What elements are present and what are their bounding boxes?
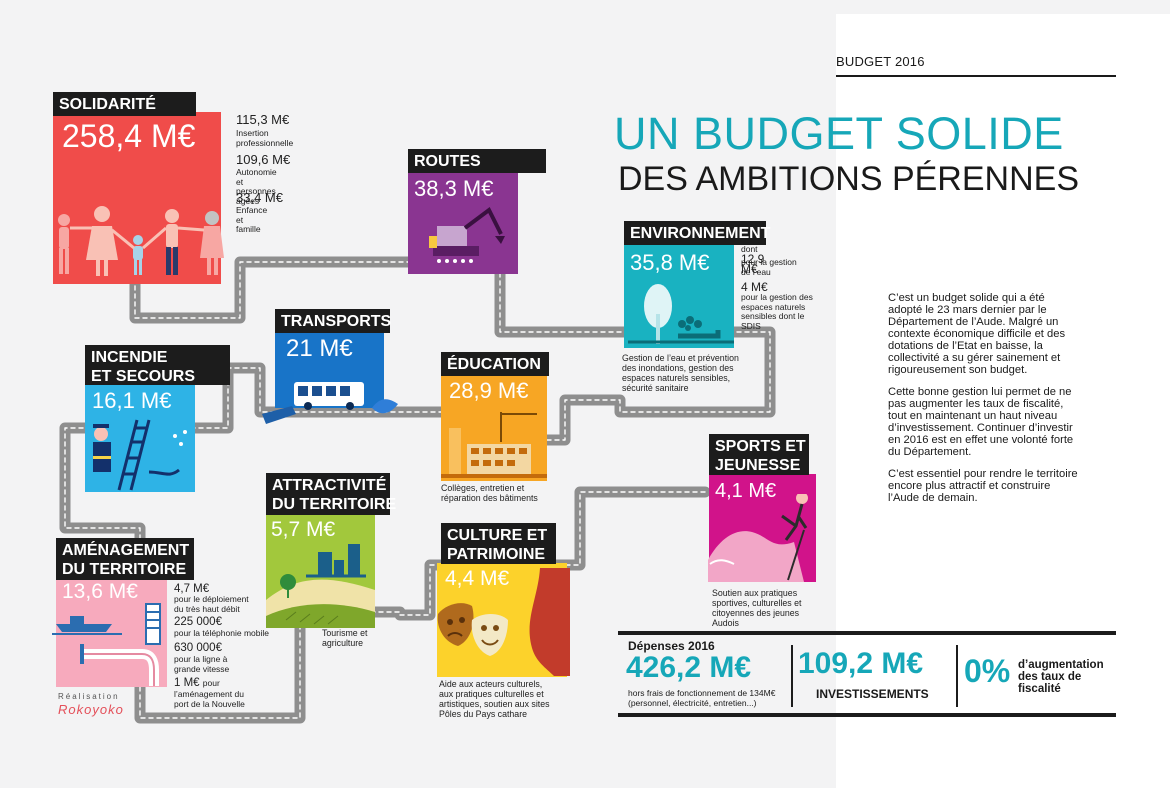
infrastructure-icon <box>52 603 161 686</box>
climber-icon <box>708 494 808 582</box>
sports-note: Soutien aux pratiques sportives, culture… <box>712 588 802 628</box>
attractivite-label: ATTRACTIVITÉ DU TERRITOIRE <box>266 473 397 515</box>
incendie-label-line1: INCENDIE <box>91 349 168 366</box>
solidarite-sub3-value: 33,4 M€ <box>236 190 283 205</box>
sports-amount: 4,1 M€ <box>715 480 777 502</box>
sports-label-line2: JEUNESSE <box>715 457 801 474</box>
bus-icon <box>262 382 398 424</box>
transports-label: TRANSPORTS <box>275 309 391 333</box>
environnement-sub2-value: 4 M€ <box>741 280 768 294</box>
sports-label: SPORTS ET JEUNESSE <box>709 434 809 475</box>
environnement-sub1-prefix: dont <box>741 244 758 254</box>
solidarite-label: SOLIDARITÉ <box>53 92 196 116</box>
incendie-amount: 16,1 M€ <box>92 388 172 413</box>
attractivite-amount: 5,7 M€ <box>271 518 336 541</box>
routes-label: ROUTES <box>408 149 546 173</box>
totals-divider-2 <box>956 645 958 707</box>
section-rule <box>836 75 1116 77</box>
firefighter-icon <box>93 419 187 491</box>
amenagement-sub4-amount: 1 M€ <box>174 677 200 689</box>
culture-label-line2: PATRIMOINE <box>447 546 546 563</box>
credit-logo: Rokoyoko <box>58 702 124 717</box>
amenagement-label-line1: AMÉNAGEMENT <box>62 542 190 559</box>
section-label: BUDGET 2016 <box>836 54 925 69</box>
credit-label: Réalisation <box>58 692 120 701</box>
intro-text: C’est un budget solide qui a été adopté … <box>888 292 1078 514</box>
amenagement-sub1-value: 4,7 M€ <box>174 583 210 595</box>
solidarite-sub2-value: 109,6 M€ <box>236 152 291 167</box>
amenagement-sub2-desc: pour la téléphonie mobile <box>174 628 269 638</box>
solidarite-sub2-desc: Autonomie et personnes âgées <box>236 167 277 206</box>
attractivite-note: Tourisme et agriculture <box>322 628 368 648</box>
culture-amount: 4,4 M€ <box>445 567 510 590</box>
amenagement-amount: 13,6 M€ <box>62 580 138 603</box>
culture-label-line1: CULTURE ET <box>447 527 548 544</box>
page-subtitle: DES AMBITIONS PÉRENNES <box>618 160 1079 198</box>
intro-paragraph-2: Cette bonne gestion lui permet de ne pas… <box>888 386 1074 458</box>
amenagement-sub3-desc: pour la ligne à grande vitesse <box>174 654 230 674</box>
incendie-label: INCENDIE ET SECOURS <box>85 345 230 385</box>
amenagement-sub2-value: 225 000€ <box>174 616 222 628</box>
theatre-masks-icon <box>437 568 570 676</box>
education-note: Collèges, entretien et réparation des bâ… <box>441 483 538 503</box>
amenagement-sub4-inline: pour <box>202 678 220 688</box>
amenagement-sub4-value: 1 M€ pour <box>174 677 220 689</box>
sports-label-line1: SPORTS ET <box>715 438 806 455</box>
amenagement-label: AMÉNAGEMENT DU TERRITOIRE <box>56 538 194 580</box>
transports-amount: 21 M€ <box>286 335 353 362</box>
tree-water-icon <box>628 284 734 344</box>
attractivite-label-line1: ATTRACTIVITÉ <box>272 477 387 494</box>
environnement-amount: 35,8 M€ <box>630 250 710 275</box>
routes-amount: 38,3 M€ <box>414 176 494 201</box>
amenagement-sub3-value: 630 000€ <box>174 642 222 654</box>
totals-box: Dépenses 2016 426,2 M€ hors frais de fon… <box>618 631 1116 717</box>
amenagement-sub1-desc: pour le déploiement du très haut débit <box>174 594 249 614</box>
environnement-sub1: dont 12,9 M€ <box>741 244 765 276</box>
taux-label: d’augmentation des taux de fiscalité <box>1018 659 1104 695</box>
page-title: UN BUDGET SOLIDE <box>614 108 1064 159</box>
solidarite-amount: 258,4 M€ <box>62 118 196 154</box>
routes-panel <box>408 170 518 274</box>
investissements-label: INVESTISSEMENTS <box>816 687 929 701</box>
taux-value: 0% <box>964 653 1011 689</box>
environnement-sub2-desc: pour la gestion des espaces naturels sen… <box>741 292 813 331</box>
right-page-panel <box>836 14 1170 788</box>
solidarite-sub1-value: 115,3 M€ <box>236 112 290 127</box>
education-amount: 28,9 M€ <box>449 378 529 403</box>
incendie-label-line2: ET SECOURS <box>91 368 196 385</box>
amenagement-sub4-desc: l’aménagement du port de la Nouvelle <box>174 689 245 709</box>
intro-paragraph-1: C’est un budget solide qui a été adopté … <box>888 292 1066 376</box>
environnement-label: ENVIRONNEMENT <box>624 221 770 245</box>
environnement-sub1-desc: pour la gestion de l’eau <box>741 257 797 277</box>
culture-note: Aide aux acteurs culturels, aux pratique… <box>439 679 550 719</box>
solidarite-sub1-desc: Insertion professionnelle <box>236 128 294 148</box>
excavator-icon <box>429 206 505 263</box>
totals-divider-1 <box>791 645 793 707</box>
culture-label: CULTURE ET PATRIMOINE <box>441 523 556 564</box>
family-icon <box>58 206 224 276</box>
intro-paragraph-3: C’est essentiel pour rendre le territoir… <box>888 468 1078 504</box>
depenses-label: Dépenses 2016 <box>628 639 715 653</box>
amenagement-label-line2: DU TERRITOIRE <box>62 561 187 578</box>
education-label: ÉDUCATION <box>441 352 549 376</box>
environnement-note: Gestion de l’eau et prévention des inond… <box>622 353 739 393</box>
college-building-icon <box>441 412 547 478</box>
environnement-sub1-value: 12,9 M€ <box>741 251 765 276</box>
attractivite-label-line2: DU TERRITOIRE <box>272 496 397 513</box>
castle-landscape-icon <box>266 544 375 628</box>
depenses-note: hors frais de fonctionnement de 134M€ (p… <box>628 688 776 708</box>
solidarite-sub3-desc: Enfance et famille <box>236 205 268 234</box>
depenses-value: 426,2 M€ <box>626 651 752 684</box>
investissements-value: 109,2 M€ <box>798 647 924 680</box>
